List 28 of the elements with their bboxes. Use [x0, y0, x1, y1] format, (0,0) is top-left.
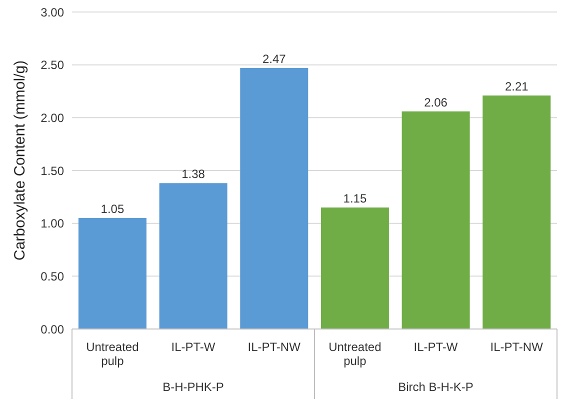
bar: [78, 218, 146, 329]
x-tick-label: IL-PT-NW: [248, 340, 302, 354]
y-tick-label: 0.50: [40, 269, 64, 284]
x-tick-label: Untreated pulp: [86, 340, 139, 368]
y-tick-label: 2.00: [40, 110, 64, 125]
bar: [159, 183, 228, 329]
x-tick-label: Untreated pulp: [328, 340, 382, 368]
data-label: 1.15: [343, 191, 367, 206]
x-tick-label: IL-PT-W: [414, 340, 458, 354]
y-axis-title: Carboxylate Content (mmol/g): [11, 60, 28, 260]
data-label: 2.06: [424, 95, 448, 110]
bar: [320, 207, 389, 329]
text: Birch B-H-K-P: [398, 380, 474, 394]
data-label: 2.21: [504, 79, 529, 94]
y-tick-label: 1.50: [40, 164, 64, 178]
y-tick-label: 3.00: [40, 5, 64, 20]
x-tick-label: IL-PT-NW: [490, 340, 544, 354]
data-label: 1.05: [100, 202, 124, 216]
bar: [482, 95, 551, 329]
x-tick-label: IL-PT-W: [171, 340, 216, 354]
data-label: 2.47: [262, 52, 286, 66]
y-tick-label: 0.00: [40, 322, 64, 336]
bar: [240, 68, 308, 329]
y-tick-label: 1.00: [40, 216, 64, 231]
y-tick-label: 2.50: [40, 58, 64, 72]
bar: [402, 111, 470, 329]
data-label: 1.38: [182, 167, 206, 182]
text: B-H-PHK-P: [162, 380, 224, 394]
